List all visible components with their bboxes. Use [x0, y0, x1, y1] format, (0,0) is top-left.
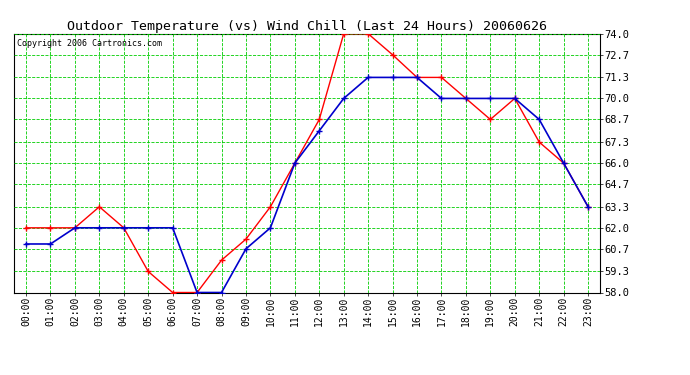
- Title: Outdoor Temperature (vs) Wind Chill (Last 24 Hours) 20060626: Outdoor Temperature (vs) Wind Chill (Las…: [67, 20, 547, 33]
- Text: Copyright 2006 Cartronics.com: Copyright 2006 Cartronics.com: [17, 39, 161, 48]
